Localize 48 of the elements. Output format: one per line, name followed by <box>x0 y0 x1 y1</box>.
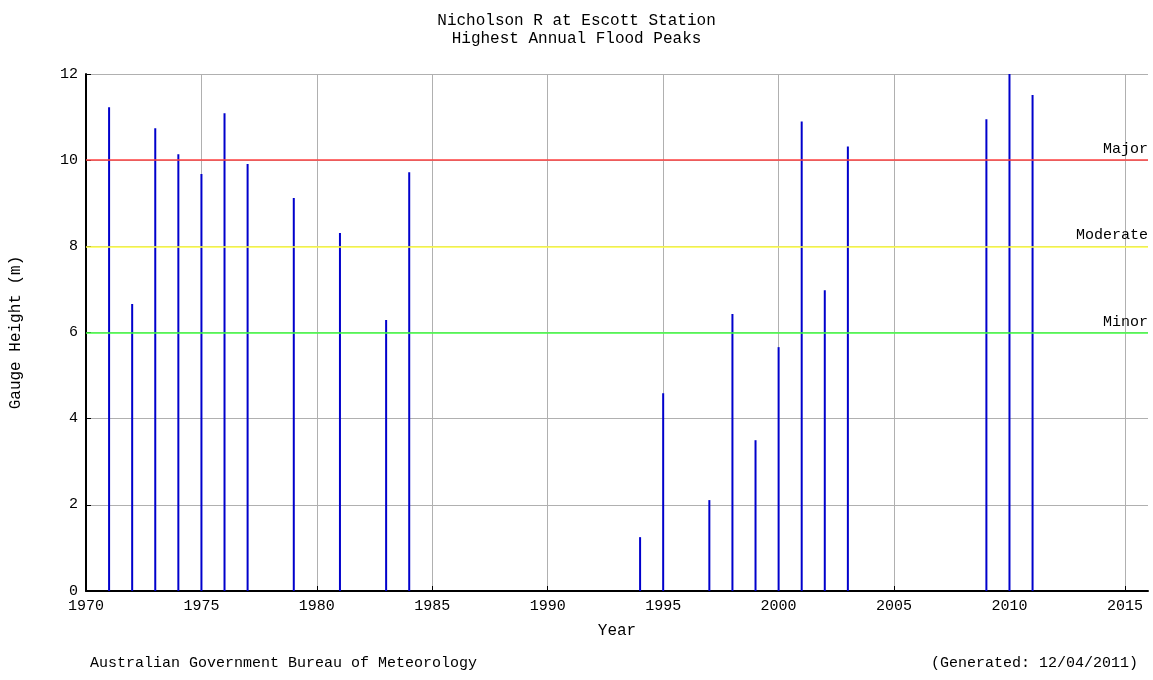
bar <box>800 121 803 591</box>
x-tick-label: 1975 <box>183 598 220 615</box>
text: Australian Government Bureau of Meteorology <box>90 655 478 672</box>
y-tick-label: 4 <box>68 410 78 428</box>
bar <box>200 173 203 591</box>
ref-line-label: Major <box>1102 141 1148 159</box>
bar <box>823 290 826 591</box>
bar <box>338 232 341 591</box>
bar <box>639 537 642 591</box>
bar <box>131 304 134 591</box>
x-tick-label: 1970 <box>67 598 105 615</box>
x-tick-label: 1995 <box>645 598 682 615</box>
bar <box>846 146 849 591</box>
x-tick-label: 2015 <box>1106 598 1143 615</box>
x-tick-label: 1990 <box>529 598 566 615</box>
bar <box>754 440 757 591</box>
y-axis-title: Gauge Height (m) <box>7 255 25 410</box>
bar <box>108 107 111 591</box>
bar <box>777 347 780 591</box>
ref-line-label: Moderate <box>1075 227 1148 245</box>
chart-subtitle: Highest Annual Flood Peaks <box>451 30 702 48</box>
chart-title: Nicholson R at Escott Station <box>437 12 716 30</box>
y-tick-label: 6 <box>68 324 78 341</box>
text: (Generated: 12/04/2011) <box>930 655 1139 672</box>
y-tick-label: 12 <box>59 65 78 83</box>
bar <box>708 500 711 591</box>
bar <box>223 113 226 591</box>
ref-line-label: Minor <box>1102 313 1148 331</box>
bar <box>408 172 411 591</box>
bar <box>154 128 157 591</box>
x-tick-label: 2000 <box>760 598 797 615</box>
x-tick-label: 2010 <box>991 598 1028 615</box>
bar <box>246 164 249 591</box>
bar <box>731 313 734 591</box>
x-tick-label: 2005 <box>876 598 913 615</box>
x-axis-title: Year <box>597 622 637 640</box>
y-tick-label: 0 <box>68 582 78 600</box>
y-tick-label: 2 <box>68 496 78 514</box>
bar <box>177 154 180 591</box>
bar <box>985 119 988 591</box>
bar <box>1031 95 1034 591</box>
bar <box>385 320 388 591</box>
y-tick-label: 10 <box>59 151 78 169</box>
y-tick-label: 8 <box>68 237 78 255</box>
bar <box>292 198 295 591</box>
bar <box>662 393 665 591</box>
x-tick-label: 1980 <box>298 598 335 615</box>
x-tick-label: 1985 <box>414 598 451 615</box>
